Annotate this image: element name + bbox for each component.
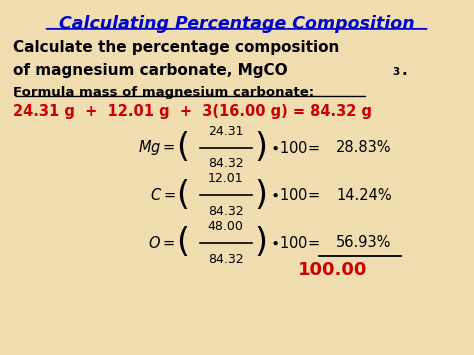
- Text: 14.24%: 14.24%: [337, 187, 392, 203]
- Text: Calculating Percentage Composition: Calculating Percentage Composition: [59, 16, 414, 33]
- Text: ): ): [254, 179, 267, 212]
- Text: 84.32: 84.32: [208, 252, 244, 266]
- Text: $Mg=$: $Mg=$: [138, 138, 175, 157]
- Text: Calculate the percentage composition: Calculate the percentage composition: [13, 40, 339, 55]
- Text: 84.32: 84.32: [208, 157, 244, 170]
- Text: ): ): [254, 226, 267, 259]
- Text: (: (: [176, 226, 190, 259]
- Text: $\bullet$100=: $\bullet$100=: [271, 140, 320, 155]
- Text: 3: 3: [393, 67, 400, 77]
- Text: $\bullet$100=: $\bullet$100=: [271, 187, 320, 203]
- Text: Formula mass of magnesium carbonate:: Formula mass of magnesium carbonate:: [13, 86, 314, 99]
- Text: 56.93%: 56.93%: [337, 235, 392, 250]
- Text: (: (: [176, 131, 190, 164]
- Text: $\bullet$100=: $\bullet$100=: [271, 235, 320, 251]
- Text: 12.01: 12.01: [208, 172, 244, 185]
- Text: (: (: [176, 179, 190, 212]
- Text: 84.32: 84.32: [208, 205, 244, 218]
- Text: 24.31 g  +  12.01 g  +  3(16.00 g) = 84.32 g: 24.31 g + 12.01 g + 3(16.00 g) = 84.32 g: [13, 104, 372, 119]
- Text: 48.00: 48.00: [208, 220, 244, 233]
- Text: $C=$: $C=$: [150, 187, 175, 203]
- Text: 28.83%: 28.83%: [337, 140, 392, 155]
- Text: 100.00: 100.00: [298, 261, 368, 279]
- Text: ): ): [254, 131, 267, 164]
- Text: $O=$: $O=$: [148, 235, 175, 251]
- Text: 24.31: 24.31: [208, 125, 244, 138]
- Text: of magnesium carbonate, MgCO: of magnesium carbonate, MgCO: [13, 63, 288, 78]
- Text: .: .: [401, 63, 407, 78]
